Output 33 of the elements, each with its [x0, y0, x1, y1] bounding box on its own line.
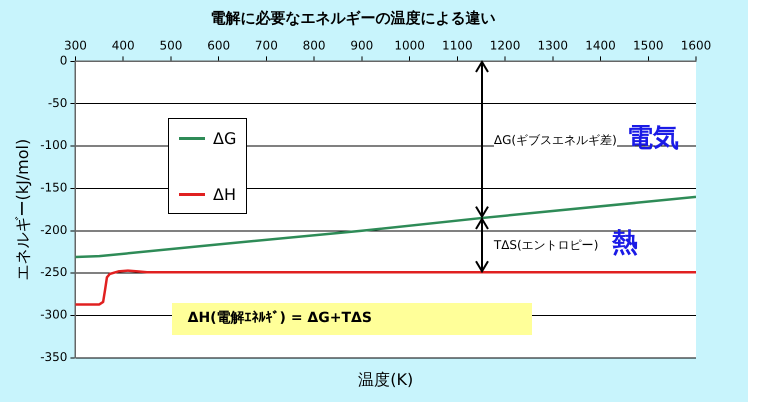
- annotation: ΔG(ギブスエネルギ差): [494, 132, 617, 149]
- x-tick-label: 1400: [585, 38, 616, 52]
- annotation: TΔS(エントロピー): [494, 237, 598, 254]
- legend-label: ΔH: [213, 184, 236, 204]
- y-tick-label: -150: [40, 180, 68, 195]
- x-axis-title: 温度(K): [357, 370, 414, 391]
- x-tick-label: 700: [254, 38, 278, 52]
- x-tick-label: 1600: [680, 38, 712, 52]
- y-tick-label: -300: [40, 308, 68, 322]
- x-tick-label: 600: [207, 38, 230, 52]
- x-tick-label: 800: [302, 38, 326, 52]
- y-tick-label: -350: [40, 350, 68, 364]
- x-tick-label: 500: [159, 38, 182, 52]
- y-tick-label: -200: [40, 222, 68, 237]
- x-tick-label: 1300: [538, 38, 568, 52]
- x-tick-label: 400: [112, 38, 135, 52]
- y-axis-title: エネルギー(kJ/mol): [12, 138, 32, 280]
- y-tick-label: -50: [48, 96, 68, 110]
- x-tick-label: 1100: [442, 38, 473, 52]
- x-tick-label: 1000: [394, 38, 425, 52]
- y-tick-label: 0: [60, 54, 68, 68]
- x-tick-label: 1500: [632, 38, 664, 52]
- legend-label: ΔG: [213, 128, 236, 148]
- chart-title: 電解に必要なエネルギーの温度による違い: [210, 8, 496, 27]
- x-tick-label: 1200: [490, 38, 520, 52]
- annotation: ΔH(電解ｴﾈﾙｷﾞ) = ΔG+TΔS: [188, 308, 372, 327]
- x-tick-label: 900: [350, 38, 374, 52]
- y-tick-label: -250: [40, 265, 68, 280]
- annotation: 電気: [626, 122, 679, 155]
- annotation: 熱: [612, 227, 638, 260]
- x-tick-label: 300: [64, 38, 87, 52]
- y-tick-label: -100: [40, 138, 68, 152]
- highlight-box: ΔH(電解ｴﾈﾙｷﾞ) = ΔG+TΔS: [172, 302, 532, 335]
